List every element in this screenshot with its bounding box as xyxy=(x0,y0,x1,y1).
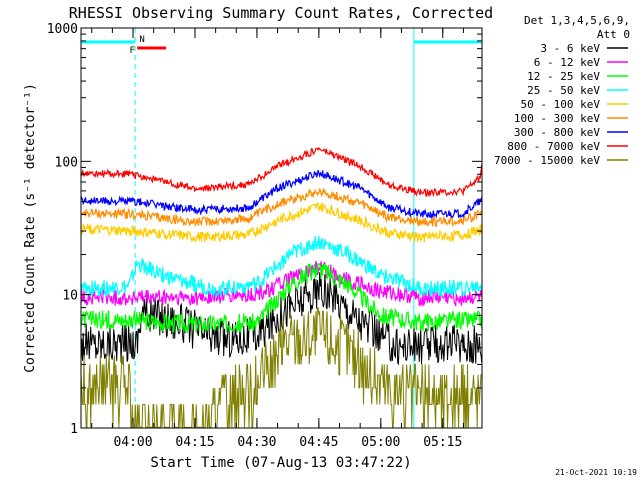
x-tick-label: 04:30 xyxy=(237,435,276,450)
legend-entry-label: 800 - 7000 keV xyxy=(507,140,600,153)
plot-area: NF xyxy=(80,27,483,429)
y-axis-label: Corrected Count Rate (s⁻¹ detector⁻¹) xyxy=(23,83,38,373)
series-line xyxy=(81,235,482,299)
series-line xyxy=(81,169,482,219)
series-line xyxy=(81,202,482,243)
y-axis: 1 10 100 1000 xyxy=(47,22,482,437)
legend-entry-label: 6 - 12 keV xyxy=(534,56,601,69)
attenuator-state-label: F xyxy=(129,46,134,56)
legend-header-line-2: Att 0 xyxy=(597,28,630,41)
x-tick-label: 05:15 xyxy=(423,435,462,450)
legend-entry-label: 12 - 25 keV xyxy=(527,70,600,83)
y-tick-label: 100 xyxy=(55,155,78,170)
y-tick-label: 1000 xyxy=(47,22,78,37)
series-line xyxy=(81,187,482,228)
legend-entry-label: 300 - 800 keV xyxy=(514,126,600,139)
x-axis-label: Start Time (07-Aug-13 03:47:22) xyxy=(150,455,411,471)
series-line xyxy=(81,260,482,308)
footer-timestamp: 21-Oct-2021 10:19 xyxy=(555,468,637,477)
legend-entry-label: 25 - 50 keV xyxy=(527,84,600,97)
x-axis: 04:00 04:15 04:30 04:45 05:00 05:15 xyxy=(91,28,464,450)
x-tick-label: 04:15 xyxy=(175,435,214,450)
series-line xyxy=(81,262,482,334)
y-tick-label: 1 xyxy=(70,422,78,437)
attenuator-state-label: N xyxy=(139,35,144,45)
x-tick-label: 04:00 xyxy=(113,435,152,450)
series-line xyxy=(81,146,482,198)
series-line xyxy=(81,272,482,366)
plot-frame xyxy=(80,27,483,429)
legend-header-line-1: Det 1,3,4,5,6,9, xyxy=(524,14,630,27)
x-tick-label: 05:00 xyxy=(361,435,400,450)
y-tick-label: 10 xyxy=(62,289,78,304)
series-group xyxy=(81,146,482,428)
series-line xyxy=(81,307,482,428)
x-tick-label: 04:45 xyxy=(299,435,338,450)
chart-title: RHESSI Observing Summary Count Rates, Co… xyxy=(69,4,493,22)
legend-entry-label: 50 - 100 keV xyxy=(521,98,601,111)
legend-entry-label: 3 - 6 keV xyxy=(540,42,600,55)
legend-entry-label: 7000 - 15000 keV xyxy=(494,154,600,167)
legend-entry-label: 100 - 300 keV xyxy=(514,112,600,125)
